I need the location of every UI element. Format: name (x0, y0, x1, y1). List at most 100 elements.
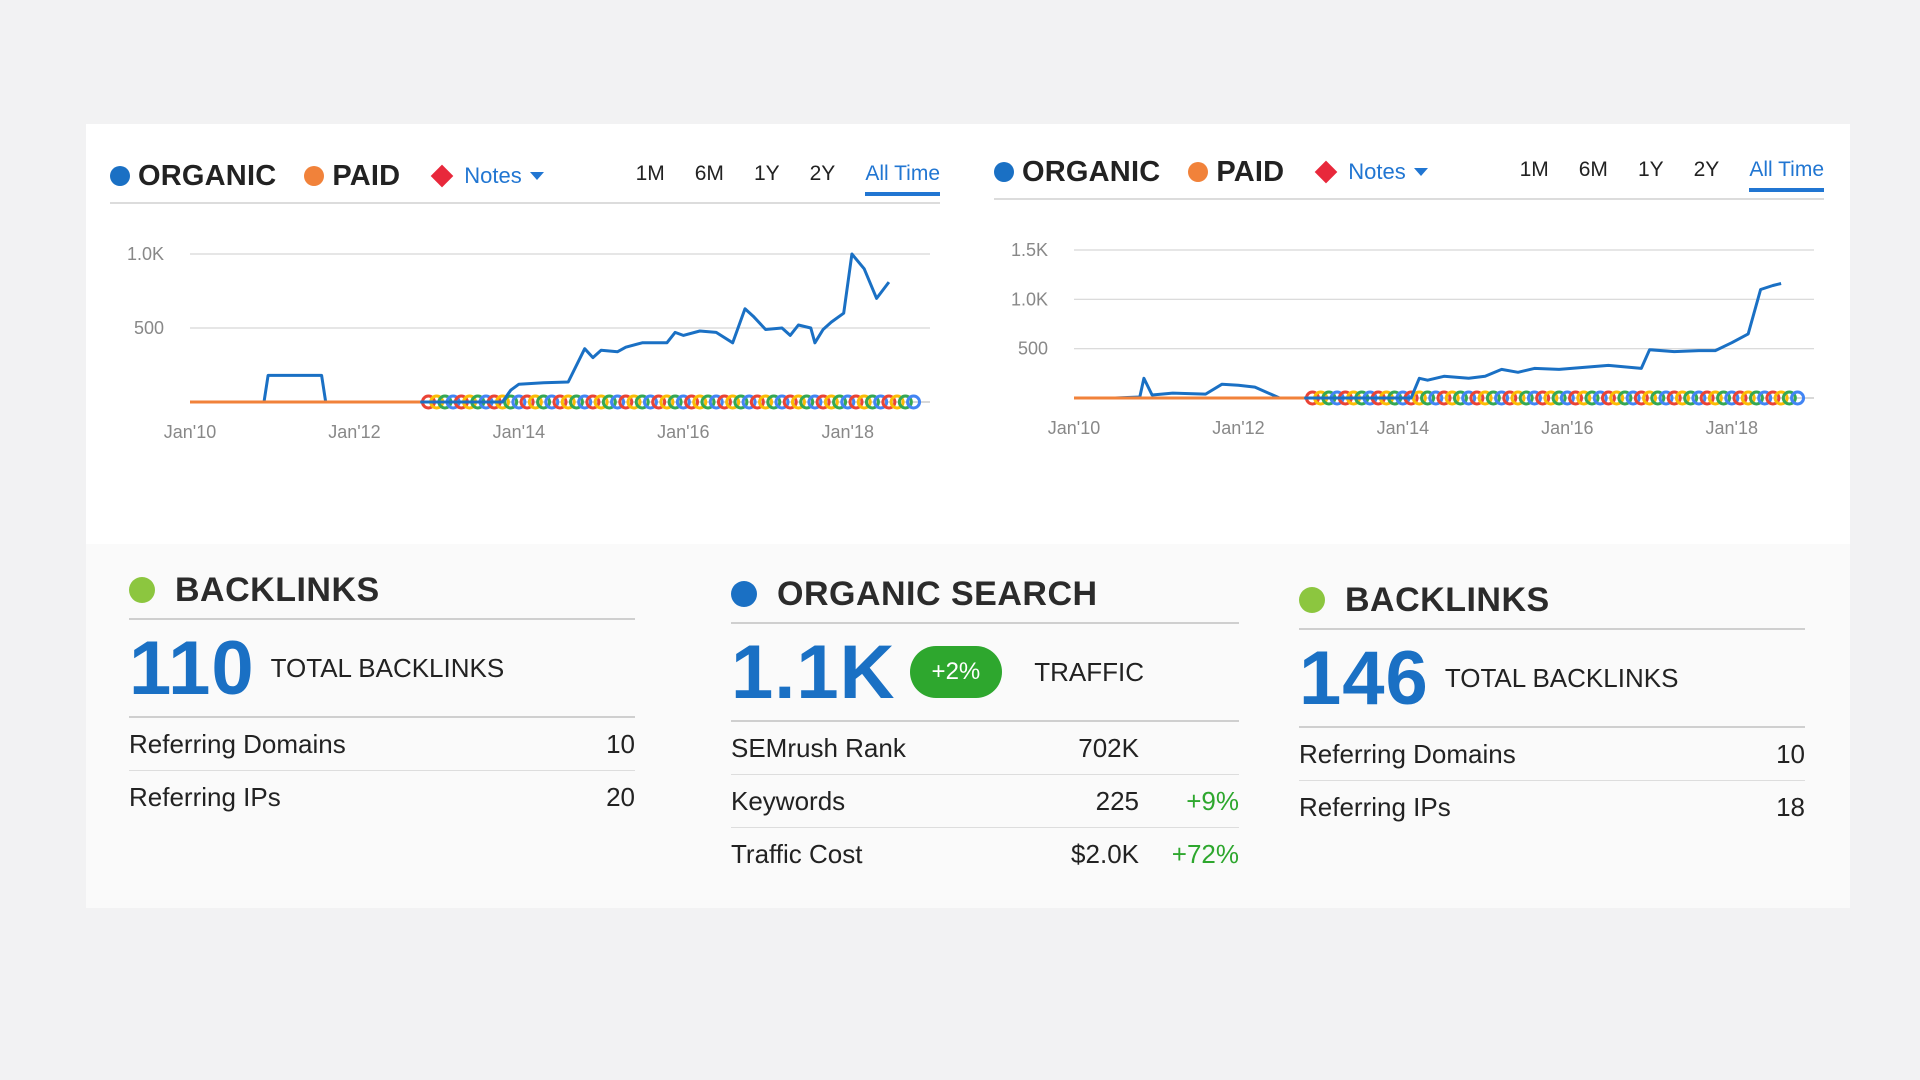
note-marker (552, 394, 568, 410)
y-tick-label: 1.0K (127, 244, 164, 264)
row-value[interactable]: 225 (1095, 785, 1139, 816)
note-marker (889, 394, 905, 410)
chart-legend: ORGANIC PAID Notes (994, 152, 1428, 192)
note-marker (692, 394, 708, 410)
row-change: +72% (1171, 838, 1239, 869)
note-marker (601, 394, 617, 410)
row-value[interactable]: 10 (1776, 738, 1805, 769)
row-value[interactable]: 702K (1078, 732, 1139, 763)
note-marker (1707, 390, 1723, 406)
range-1m[interactable]: 1M (1519, 158, 1549, 181)
note-marker (1658, 390, 1674, 406)
chevron-down-icon[interactable] (529, 172, 544, 180)
divider (129, 716, 635, 718)
note-marker (1691, 390, 1707, 406)
note-marker (1757, 390, 1773, 406)
range-all-time[interactable]: All Time (865, 162, 940, 196)
row-value[interactable]: 18 (1776, 791, 1805, 822)
legend-organic[interactable]: ORGANIC (1022, 155, 1161, 188)
traffic-value[interactable]: 1.1K (731, 629, 896, 715)
row-value[interactable]: $2.0K (1071, 838, 1139, 869)
note-marker (585, 394, 601, 410)
row-label: Referring IPs (129, 781, 281, 812)
note-marker (519, 394, 535, 410)
row-value[interactable]: 10 (606, 728, 635, 759)
note-marker (815, 394, 831, 410)
organic-dot-icon (994, 162, 1014, 182)
notes-dropdown[interactable]: Notes (1348, 159, 1406, 184)
tabs-divider (110, 202, 940, 204)
total-backlinks-value[interactable]: 110 (129, 625, 255, 711)
note-marker (1609, 390, 1625, 406)
note-marker (1502, 390, 1518, 406)
organic-dot-icon (110, 166, 130, 186)
chevron-down-icon[interactable] (1413, 168, 1428, 176)
organic-search-widget: ORGANIC SEARCH 1.1K +2% TRAFFIC SEMrush … (731, 566, 1239, 880)
note-marker (758, 394, 774, 410)
note-marker (1584, 390, 1600, 406)
list-item: Referring IPs 20 (129, 771, 635, 823)
note-marker (1765, 390, 1781, 406)
note-marker (749, 394, 765, 410)
traffic-chart-svg: 500 1.0K 1.5K Jan'10 Jan'12 Jan'14 Jan'16 Jan'1… (1011, 240, 1814, 438)
range-1y[interactable]: 1Y (753, 162, 780, 185)
row-label: Keywords (731, 785, 846, 816)
note-marker (1485, 390, 1501, 406)
total-backlinks-value[interactable]: 146 (1299, 635, 1429, 721)
organic-series-line (1074, 282, 1782, 400)
paid-dot-icon (304, 166, 325, 186)
legend-organic[interactable]: ORGANIC (138, 159, 277, 192)
row-label: Referring Domains (1299, 738, 1516, 769)
range-6m[interactable]: 6M (1578, 158, 1608, 181)
list-item: Referring Domains 10 (1299, 728, 1805, 781)
left-chart-panel: ORGANIC PAID Notes 1M 6M 1Y 2Y All Time … (110, 124, 940, 544)
legend-paid[interactable]: PAID (332, 159, 401, 192)
row-value[interactable]: 20 (606, 781, 635, 812)
time-range-tabs: 1M 6M 1Y 2Y All Time (606, 162, 940, 196)
range-6m[interactable]: 6M (694, 162, 724, 185)
x-tick-label: Jan'12 (1212, 418, 1264, 438)
legend-paid[interactable]: PAID (1216, 155, 1285, 188)
dashboard-card: ORGANIC PAID Notes 1M 6M 1Y 2Y All Time … (86, 124, 1850, 908)
note-marker (1477, 390, 1493, 406)
note-marker (593, 394, 609, 410)
note-marker (667, 394, 683, 410)
note-marker (1411, 390, 1427, 406)
divider (1299, 628, 1805, 630)
row-change (1139, 733, 1239, 764)
note-marker (1600, 390, 1616, 406)
note-marker (568, 394, 584, 410)
note-marker (536, 394, 552, 410)
note-marker (741, 394, 757, 410)
note-marker (503, 394, 519, 410)
note-marker (823, 394, 839, 410)
note-marker (897, 394, 913, 410)
notes-diamond-icon (430, 164, 454, 188)
list-item: Referring Domains 10 (129, 718, 635, 771)
range-1y[interactable]: 1Y (1637, 158, 1664, 181)
range-2y[interactable]: 2Y (809, 162, 836, 185)
total-backlinks-caption: TOTAL BACKLINKS (270, 652, 505, 683)
backlinks-dot-icon (1299, 587, 1325, 613)
traffic-chart-right: 500 1.0K 1.5K Jan'10 Jan'12 Jan'14 Jan'16 Jan'1… (994, 220, 1824, 540)
notes-dropdown[interactable]: Notes (464, 163, 522, 188)
note-marker (1592, 390, 1608, 406)
paid-dot-icon (1188, 162, 1209, 182)
y-tick-label: 1.0K (1011, 289, 1048, 309)
range-all-time[interactable]: All Time (1749, 158, 1824, 192)
range-1m[interactable]: 1M (635, 162, 665, 185)
row-label: Referring Domains (129, 728, 346, 759)
note-marker (1633, 390, 1649, 406)
note-marker (782, 394, 798, 410)
x-tick-label: Jan'10 (164, 422, 216, 442)
total-backlinks-caption: TOTAL BACKLINKS (1444, 662, 1679, 693)
range-2y[interactable]: 2Y (1693, 158, 1720, 181)
row-label: Referring IPs (1299, 791, 1451, 822)
row-label: SEMrush Rank (731, 732, 906, 763)
list-item: SEMrush Rank 702K (731, 722, 1239, 775)
y-tick-label: 500 (134, 318, 164, 338)
note-marker (1452, 390, 1468, 406)
note-marker (1518, 390, 1534, 406)
chart-legend: ORGANIC PAID Notes (110, 156, 544, 196)
organic-dot-icon (731, 581, 757, 607)
